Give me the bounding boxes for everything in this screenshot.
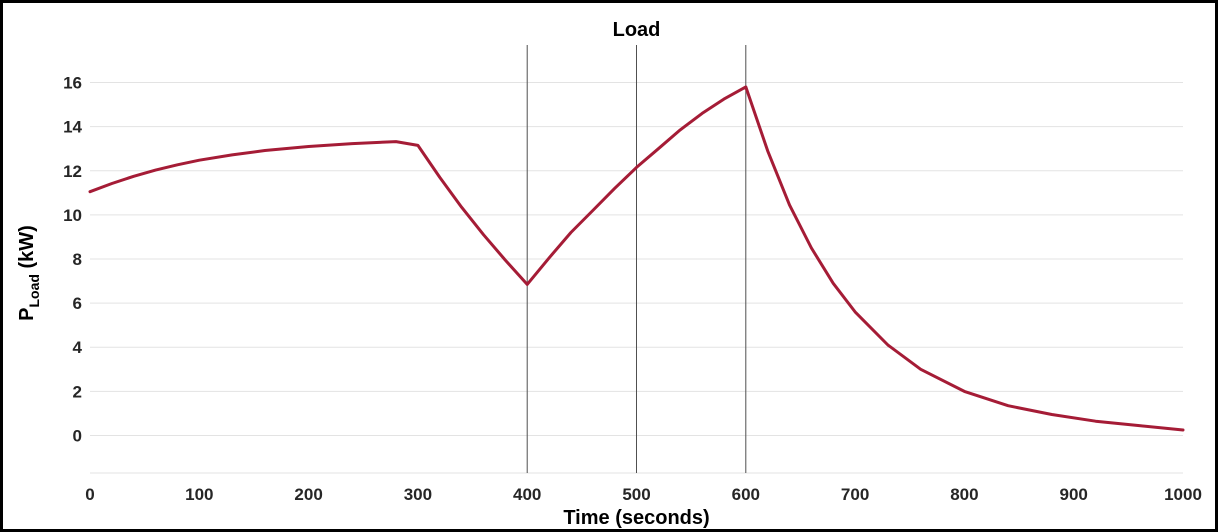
y-axis-label: PLoad (kW) <box>16 225 42 321</box>
y-tick-label-4: 4 <box>73 338 83 357</box>
y-tick-label-8: 8 <box>73 250 82 269</box>
y-tick-label-16: 16 <box>63 74 82 93</box>
x-tick-label-500: 500 <box>622 485 650 504</box>
x-tick-label-600: 600 <box>732 485 760 504</box>
vertical-markers <box>526 45 747 473</box>
chart-title: Load <box>613 19 661 41</box>
x-tick-label-100: 100 <box>185 485 213 504</box>
x-tick-label-300: 300 <box>404 485 432 504</box>
series-lines <box>88 85 1185 432</box>
series-line-0 <box>88 85 1185 432</box>
y-tick-label-12: 12 <box>63 162 82 181</box>
x-tick-label-900: 900 <box>1060 485 1088 504</box>
x-tick-label-700: 700 <box>841 485 869 504</box>
x-tick-label-1000: 1000 <box>1164 485 1202 504</box>
y-axis-label-subscript: Load <box>26 274 42 307</box>
x-tick-label-400: 400 <box>513 485 541 504</box>
y-tick-label-0: 0 <box>73 426 82 445</box>
line-chart: 0 100 200 300 400 500 600 700 800 900 1000 0 2 4 6 8 10… <box>16 19 1202 529</box>
x-tick-label-800: 800 <box>950 485 978 504</box>
x-axis-label: Time (seconds) <box>563 507 709 529</box>
y-axis-ticks: 0 2 4 6 8 10 12 14 16 <box>63 74 82 446</box>
x-tick-label-200: 200 <box>294 485 322 504</box>
y-tick-label-2: 2 <box>73 382 82 401</box>
y-tick-label-14: 14 <box>63 118 82 137</box>
y-tick-label-6: 6 <box>73 294 82 313</box>
x-axis-ticks: 0 100 200 300 400 500 600 700 800 900 1000 <box>85 485 1202 504</box>
y-tick-label-10: 10 <box>63 206 82 225</box>
y-axis-label-main: P <box>16 308 38 321</box>
x-tick-label-0: 0 <box>85 485 94 504</box>
y-axis-label-unit: (kW) <box>16 225 38 274</box>
